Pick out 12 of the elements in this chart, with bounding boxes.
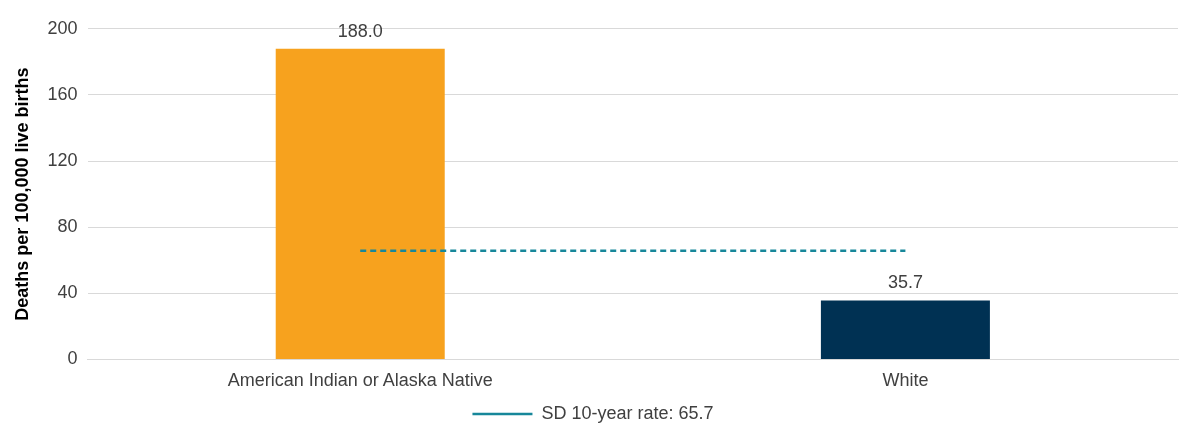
y-tick-label: 120	[47, 150, 78, 171]
y-tick-label: 40	[57, 282, 78, 303]
y-axis-title: Deaths per 100,000 live births	[11, 67, 32, 321]
data-label: 35.7	[887, 272, 923, 293]
y-tick-label: 160	[47, 83, 78, 104]
y-tick-label: 80	[57, 216, 78, 237]
y-tick-label: 200	[47, 17, 78, 38]
y-tick-label: 0	[67, 348, 78, 369]
legend-label: SD 10-year rate: 65.7	[541, 402, 714, 423]
x-tick-label: American Indian or Alaska Native	[227, 370, 493, 391]
x-tick-label: White	[882, 370, 929, 391]
data-label: 188.0	[337, 20, 383, 41]
